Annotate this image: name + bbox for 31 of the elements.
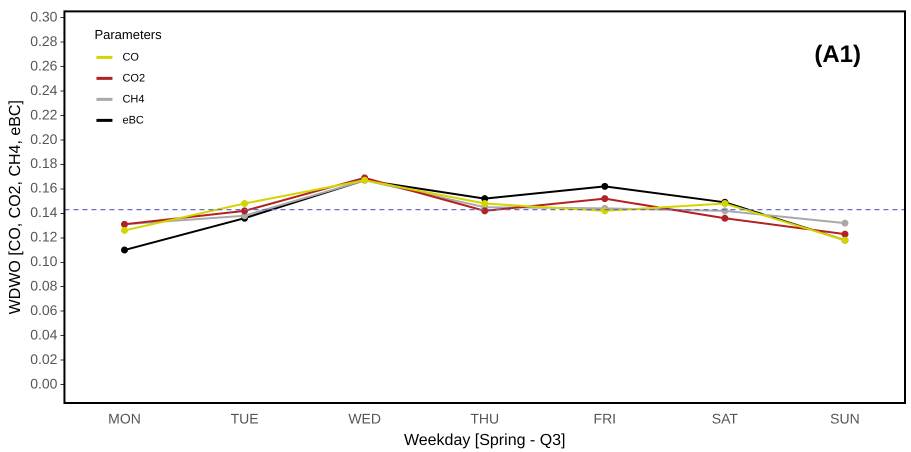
y-tick-label: 0.18: [30, 155, 58, 172]
x-tick-label: FRI: [594, 410, 616, 426]
y-tick-label: 0.00: [30, 376, 58, 392]
y-tick-label: 0.22: [30, 106, 58, 122]
x-tick-label: THU: [470, 410, 500, 426]
y-tick-label: 0.08: [30, 278, 58, 294]
x-axis-title: Weekday [Spring - Q3]: [404, 432, 566, 449]
x-tick-label: SAT: [712, 410, 738, 426]
x-tick-label: SUN: [830, 410, 860, 426]
y-tick-label: 0.04: [30, 326, 58, 343]
y-tick-label: 0.30: [30, 8, 58, 24]
y-tick-label: 0.06: [30, 302, 58, 318]
x-tick-label: TUE: [230, 410, 259, 426]
y-tick-label: 0.14: [30, 204, 58, 220]
y-tick-label: 0.02: [30, 351, 58, 368]
x-tick-label: WED: [348, 410, 381, 426]
legend-label: CO2: [122, 72, 146, 84]
y-tick-label: 0.24: [30, 82, 58, 98]
legend-label: CO: [122, 51, 140, 64]
y-axis-title: WDWO [CO, CO2, CH4, eBC]: [7, 100, 24, 314]
annotation: (A1): [814, 41, 861, 68]
y-tick-label: 0.28: [30, 32, 58, 49]
y-tick-label: 0.20: [30, 130, 58, 147]
y-tick-label: 0.10: [30, 253, 58, 270]
y-tick-label: 0.12: [30, 228, 58, 245]
x-tick-label: MON: [108, 410, 141, 426]
y-tick-label: 0.26: [30, 57, 58, 74]
legend-label: CH4: [122, 93, 144, 106]
y-tick-label: 0.16: [30, 180, 58, 196]
legend-title: Parameters: [94, 26, 162, 42]
legend-label: eBC: [122, 114, 144, 126]
